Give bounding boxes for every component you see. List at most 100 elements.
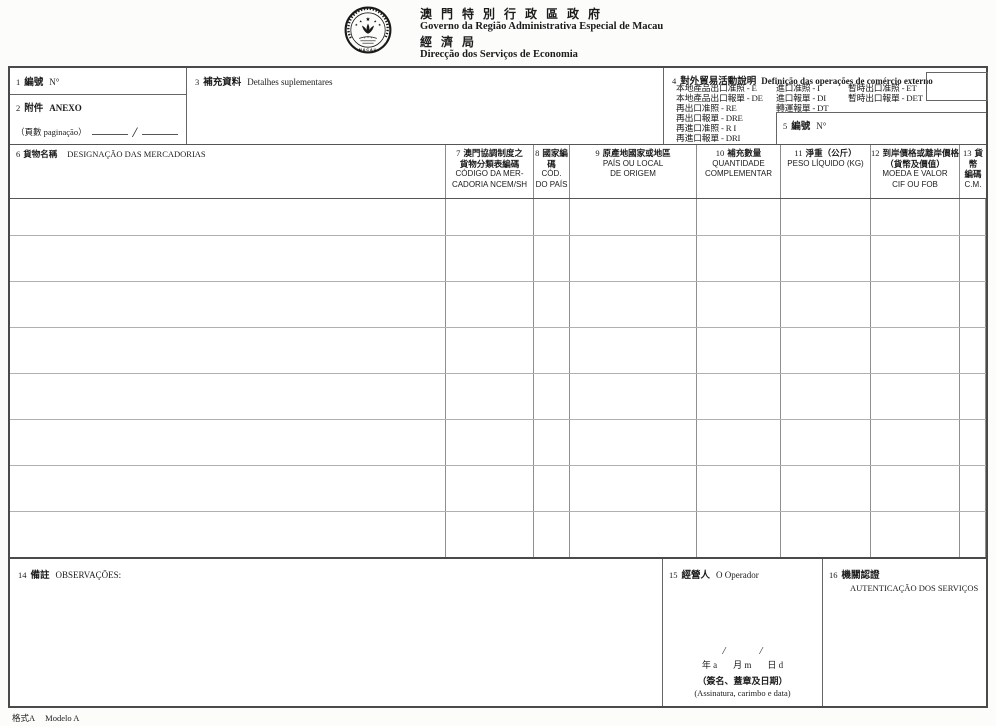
operation-code-item: 暫時出口准照 - ET: [848, 83, 917, 93]
cell-country-code: [534, 512, 570, 557]
operation-codes-column-2: 進口准照 - I 進口報單 - DI 轉運報單 - DT: [776, 83, 829, 113]
operation-code-item: 再出口准照 - RE: [676, 103, 737, 113]
field-label-pt: O Operador: [716, 570, 759, 580]
column-label-zh: 補充數量: [727, 148, 762, 158]
cell-net-weight: [781, 466, 871, 511]
date-labels: 年 a 月 m 日 d: [669, 658, 816, 671]
cell-quantity: [697, 420, 781, 465]
pagination-blank-field: [91, 125, 128, 135]
cell-currency: [960, 282, 986, 327]
cell-country-code: [534, 282, 570, 327]
table-row: [10, 374, 986, 420]
field-3-supplementary-details: 3 補充資料 Detalhes suplementares: [187, 68, 664, 144]
cell-value: [871, 466, 960, 511]
cell-designation: [10, 199, 446, 235]
column-label-pt: QUANTIDADE: [712, 158, 765, 168]
field-number: 2: [16, 103, 21, 113]
column-number: 11: [794, 148, 803, 158]
cell-ncem-code: [446, 466, 534, 511]
cell-origin: [570, 328, 697, 373]
cell-country-code: [534, 236, 570, 281]
field-number: 16: [829, 570, 838, 580]
cell-value: [871, 199, 960, 235]
cell-net-weight: [781, 374, 871, 419]
operation-type-title: 4 對外貿易活動說明 Definição das operações de comé…: [672, 71, 986, 89]
column-header-net-weight: 11 淨重（公斤） PESO LÍQUIDO (KG): [781, 145, 871, 198]
column-header-currency-code: 13 貨幣 編碼 C.M.: [960, 145, 986, 198]
column-label-pt: CÓD.: [541, 169, 562, 178]
goods-table-header: 6 貨物名稱 DESIGNAÇÃO DAS MERCADORIAS 7 澳門協調制度之…: [10, 145, 986, 199]
date-slashes: / /: [669, 645, 816, 657]
cell-ncem-code: [446, 420, 534, 465]
column-number: 6: [16, 149, 21, 159]
column-number: 13: [962, 148, 972, 158]
field-number: 1: [16, 77, 21, 87]
column-label-zh: 貨幣: [968, 148, 983, 169]
seal-water: [360, 40, 376, 44]
cell-value: [871, 374, 960, 419]
government-title-zh: 澳 門 特 別 行 政 區 政 府: [420, 7, 604, 21]
field-label-zh: 備註: [30, 571, 50, 581]
field-label-zh: 補充資料: [203, 78, 242, 88]
form-top-section: 1 編號 N° 2 附件 ANEXO （頁數 paginação）/ 3 補充資料 Deta…: [10, 68, 988, 145]
field-label-zh: 對外貿易活動說明: [680, 77, 757, 87]
cell-designation: [10, 236, 446, 281]
table-row: [10, 512, 986, 557]
column-number: 10: [715, 148, 725, 158]
operation-code-item: 本地產品出口准照 - E: [676, 83, 757, 93]
department-title-pt: Direcção dos Serviços de Economia: [420, 49, 578, 60]
field-label-pt: Definição das operações de comércio exte…: [761, 76, 933, 86]
goods-table-body: [10, 199, 986, 557]
cell-designation: [10, 374, 446, 419]
lotus-left-petal: [362, 25, 368, 34]
column-label-pt: CIF OU FOB: [892, 179, 938, 189]
seal-star-icon: ★: [359, 19, 363, 23]
table-row: [10, 466, 986, 512]
field-label-zh: 編號: [791, 122, 811, 132]
column-header-cif-fob-value: 12 到岸價格或離岸價格 （貨幣及價值） MOEDA E VALOR CIF OU…: [871, 145, 960, 198]
column-header-quantity: 10 補充數量 QUANTIDADE COMPLEMENTAR: [697, 145, 781, 198]
column-label-zh: 到岸價格或離岸價格: [882, 148, 960, 158]
column-label-zh: （貨幣及價值）: [885, 158, 945, 169]
column-label-pt: MOEDA E VALOR: [882, 169, 948, 178]
field-label-zh: 編號: [24, 78, 44, 88]
cell-ncem-code: [446, 374, 534, 419]
model-label-pt: Modelo A: [45, 713, 80, 723]
cell-quantity: [697, 282, 781, 327]
seal-star-icon: ★: [378, 23, 382, 27]
macau-government-seal-logo: ★ ★ ★ ★ ★ MACAU: [344, 6, 392, 54]
field-number: 3: [195, 77, 200, 87]
field-1-number: 1 編號 N°: [10, 68, 186, 95]
model-label-zh: 格式A: [12, 713, 36, 723]
column-label-pt: DO PAÍS: [535, 179, 568, 189]
cell-value: [871, 512, 960, 557]
operation-code-item: 轉運報單 - DT: [776, 103, 829, 113]
column-header-country-code: 8 國家編碼 CÓD. DO PAÍS: [534, 145, 570, 198]
cell-country-code: [534, 420, 570, 465]
column-label-pt: CADORIA NCEM/SH: [451, 179, 528, 189]
pagination-blank-field: [141, 125, 178, 135]
cell-designation: [10, 328, 446, 373]
column-label-pt: COMPLEMENTAR: [705, 169, 772, 178]
field-label-pt: AUTENTICAÇÃO DOS SERVIÇOS: [850, 583, 979, 593]
year-label: 年 a: [701, 660, 718, 670]
cell-origin: [570, 199, 697, 235]
cell-origin: [570, 466, 697, 511]
column-label-zh: 貨物分類表編碼: [459, 158, 520, 169]
operation-codes-column-1: 本地產品出口准照 - E 本地產品出口報單 - DE 再出口准照 - RE 再出…: [676, 83, 763, 143]
column-label-zh: 淨重（公斤）: [805, 148, 857, 158]
column-number: 12: [871, 148, 880, 158]
pagination-slash: /: [132, 125, 137, 141]
seal-star-icon: ★: [355, 23, 359, 27]
column-label-zh: 國家編碼: [542, 148, 568, 169]
cell-quantity: [697, 512, 781, 557]
column-label-zh: 原產地國家或地區: [602, 148, 671, 158]
field-16-authentication: 16 機關認證 AUTENTICAÇÃO DOS SERVIÇOS: [822, 559, 986, 706]
column-label-pt: C.M.: [964, 179, 982, 189]
cell-origin: [570, 512, 697, 557]
cell-net-weight: [781, 236, 871, 281]
column-label-zh: 編碼: [964, 169, 982, 179]
cell-country-code: [534, 466, 570, 511]
column-number: 9: [595, 148, 600, 158]
field-label-zh: 附件: [24, 104, 44, 114]
